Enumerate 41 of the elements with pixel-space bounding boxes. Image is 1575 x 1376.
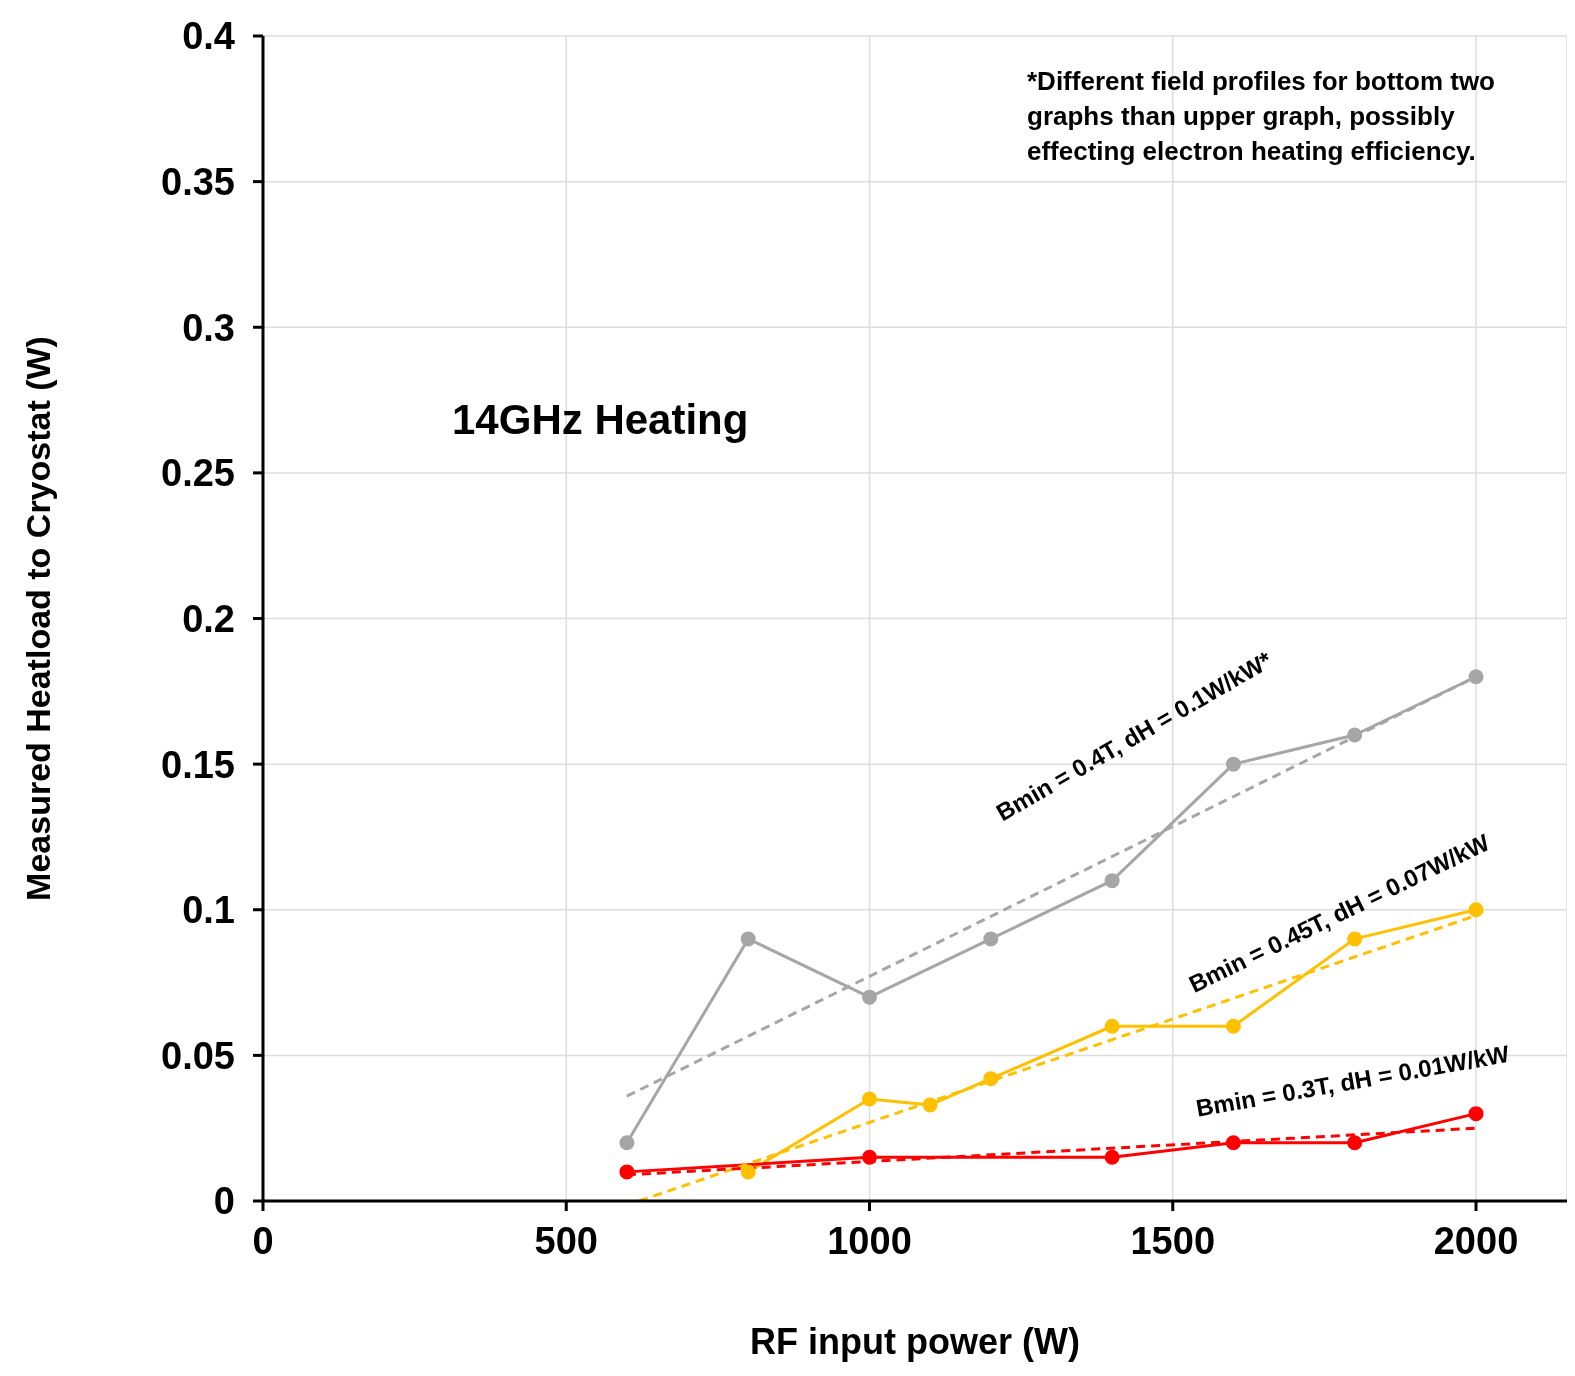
y-tick-label: 0.1 (182, 889, 235, 932)
x-tick-label: 500 (534, 1219, 598, 1262)
x-axis-title: RF input power (W) (750, 1321, 1080, 1362)
y-tick-label: 0.3 (182, 306, 235, 349)
y-axis-title: Measured Heatload to Cryostat (W) (19, 336, 58, 901)
x-tick-label: 1500 (1130, 1219, 1216, 1262)
point (922, 1097, 938, 1113)
x-tick-label: 2000 (1433, 1219, 1519, 1262)
point (619, 1135, 635, 1151)
point (983, 931, 999, 947)
point (1468, 669, 1484, 685)
y-tick-label: 0.15 (161, 743, 235, 786)
y-tick-label: 0.2 (182, 597, 235, 640)
point (1347, 931, 1363, 947)
y-tick-label: 0.05 (161, 1034, 235, 1077)
point (740, 931, 756, 947)
point (862, 1149, 878, 1165)
y-tick-label: 0 (213, 1180, 235, 1223)
point (1468, 1106, 1484, 1122)
y-tick-label: 0.35 (161, 161, 235, 204)
point (740, 1164, 756, 1180)
point (1347, 1135, 1363, 1151)
x-tick-label: 0 (252, 1219, 274, 1262)
y-tick-label: 0.25 (161, 452, 235, 495)
y-tick-label: 0.4 (182, 15, 235, 58)
x-tick-label: 1000 (827, 1219, 912, 1262)
point (1104, 873, 1120, 889)
point (1104, 1018, 1120, 1034)
text: 14GHz Heating (452, 396, 749, 444)
point (619, 1164, 635, 1180)
point (983, 1071, 999, 1087)
point (1468, 902, 1484, 918)
point (862, 1091, 878, 1107)
point (1347, 727, 1363, 743)
point (1225, 1018, 1241, 1034)
point (1225, 1135, 1241, 1151)
annotation: Bmin = 0.3T, dH = 0.01W/kW (1193, 1039, 1512, 1122)
annotation: *Different field profiles for bottom two graphs than upper graph, possibly effecting electron heating efficiency. (1027, 65, 1496, 168)
point (862, 989, 878, 1005)
point (1104, 1149, 1120, 1165)
point (1225, 756, 1241, 772)
